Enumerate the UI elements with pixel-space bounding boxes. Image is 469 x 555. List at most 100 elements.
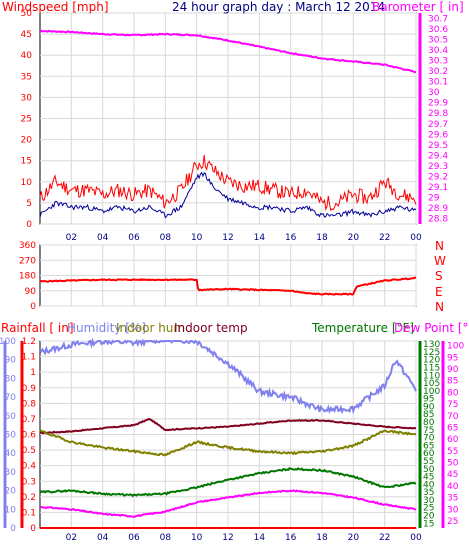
- hour-label-temp: 14: [254, 533, 266, 543]
- barometer-tick: 29.7: [428, 120, 448, 130]
- hour-label-temp: 12: [222, 533, 233, 543]
- temperature-tick: 85: [423, 410, 434, 420]
- windspeed-tick: 50: [21, 9, 33, 19]
- legend-rainfall: Rainfall [ in]: [1, 321, 74, 335]
- barometer-tick: 28.9: [428, 204, 448, 214]
- humidity-tick: 40: [5, 449, 17, 459]
- dew-point-tick: 100: [447, 342, 464, 352]
- hour-label-wind: 14: [254, 233, 266, 243]
- barometer-tick: 30.4: [428, 46, 448, 56]
- temperature-tick: 60: [423, 449, 435, 459]
- windspeed-axis-title: Windspeed [mph]: [2, 0, 109, 14]
- temperature-tick: 130: [423, 340, 440, 350]
- rainfall-tick: 1.2: [22, 337, 36, 347]
- barometer-tick: 29.5: [428, 141, 448, 151]
- temperature-tick: 120: [423, 356, 440, 366]
- barometer-tick: 30.7: [428, 14, 448, 24]
- rainfall-tick: 0: [30, 524, 36, 534]
- hour-label-temp: 02: [66, 533, 77, 543]
- temperature-tick: 25: [423, 504, 434, 514]
- temperature-tick: 90: [423, 402, 435, 412]
- dew-point-line: [39, 489, 417, 518]
- temperature-tick: 45: [423, 473, 434, 483]
- temperature-tick: 110: [423, 371, 440, 381]
- temperature-tick: 115: [423, 363, 440, 373]
- rainfall-tick: 1: [30, 368, 36, 378]
- rainfall-tick: 0.5: [22, 446, 36, 456]
- rainfall-tick: 1.1: [22, 353, 36, 363]
- barometer-tick: 30.1: [428, 78, 448, 88]
- temperature-tick: 30: [423, 496, 435, 506]
- humidity-tick: 0: [10, 524, 16, 534]
- dew-point-tick: 30: [447, 505, 459, 515]
- hour-label-temp: 20: [348, 533, 360, 543]
- barometer-tick: 29.6: [428, 130, 448, 140]
- axis-ticks: 0202040406060808101012121414161618182020…: [0, 9, 464, 543]
- temperature-tick: 70: [423, 434, 435, 444]
- windspeed-tick: 0: [26, 220, 32, 230]
- direction-tick: 180: [19, 272, 36, 282]
- dew-point-tick: 75: [447, 400, 458, 410]
- barometer-tick: 30.6: [428, 25, 448, 35]
- temperature-tick: 75: [423, 426, 434, 436]
- dew-point-tick: 55: [447, 447, 458, 457]
- rainfall-tick: 0.9: [22, 384, 37, 394]
- temperature-tick: 40: [423, 480, 435, 490]
- hour-label-wind: 12: [222, 233, 233, 243]
- hour-label-wind: 22: [379, 233, 390, 243]
- barometer-tick: 30.3: [428, 56, 448, 66]
- dew-point-tick: 25: [447, 517, 458, 527]
- dew-point-tick: 90: [447, 365, 459, 375]
- humidity-tick: 10: [5, 505, 17, 515]
- hour-label-temp: 16: [285, 533, 297, 543]
- data-series: [39, 29, 417, 529]
- barometer-tick: 29.1: [428, 183, 448, 193]
- barometer-tick: 29.3: [428, 162, 448, 172]
- direction-tick: 0: [30, 302, 36, 312]
- direction-label-s: S: [435, 269, 443, 283]
- rainfall-tick: 0.8: [22, 399, 37, 409]
- indoor-hum-line: [39, 429, 417, 457]
- legend-humidity: Humidity [%]: [67, 321, 146, 335]
- hour-label-wind: 02: [66, 233, 77, 243]
- humidity-tick: 70: [5, 393, 17, 403]
- barometer-axis-title: Barometer [ in]: [372, 0, 464, 14]
- dew-point-tick: 95: [447, 353, 458, 363]
- hour-label-temp: 22: [379, 533, 390, 543]
- dew-point-tick: 45: [447, 470, 458, 480]
- humidity-tick: 60: [5, 412, 17, 422]
- hour-label-wind: 18: [316, 233, 328, 243]
- windspeed-tick: 15: [21, 157, 32, 167]
- windspeed-line: [39, 171, 417, 219]
- hour-label-temp: 06: [128, 533, 140, 543]
- hour-label-wind: 10: [191, 233, 203, 243]
- hour-label-wind: 04: [97, 233, 109, 243]
- windspeed-tick: 35: [21, 72, 32, 82]
- direction-tick: 270: [19, 256, 36, 266]
- barometer-tick: 29: [428, 194, 440, 204]
- wind-direction-line: [39, 276, 417, 296]
- temperature-tick: 15: [423, 519, 434, 529]
- humidity-tick: 50: [5, 431, 17, 441]
- hour-label-wind: 06: [128, 233, 140, 243]
- dew-point-tick: 40: [447, 482, 459, 492]
- legend-indoor-hum: Indoor hum: [116, 321, 185, 335]
- legend-indoor-temp: Indoor temp: [174, 321, 248, 335]
- rainfall-tick: 0.2: [22, 493, 36, 503]
- rainfall-tick: 0.3: [22, 477, 36, 487]
- temperature-tick: 80: [423, 418, 435, 428]
- barometer-tick: 29.4: [428, 151, 448, 161]
- windspeed-tick: 40: [21, 51, 33, 61]
- rainfall-tick: 0.7: [22, 415, 36, 425]
- legend-dew-point: Dew Point [°F]: [394, 321, 469, 335]
- dew-point-tick: 50: [447, 459, 459, 469]
- dew-point-tick: 80: [447, 388, 459, 398]
- barometer-tick: 29.2: [428, 173, 448, 183]
- temperature-line: [39, 467, 416, 498]
- dew-point-tick: 60: [447, 435, 459, 445]
- temperature-tick: 35: [423, 488, 434, 498]
- barometer-tick: 28.8: [428, 215, 448, 225]
- hour-label-wind: 20: [348, 233, 360, 243]
- indoor-temp-line: [39, 417, 417, 435]
